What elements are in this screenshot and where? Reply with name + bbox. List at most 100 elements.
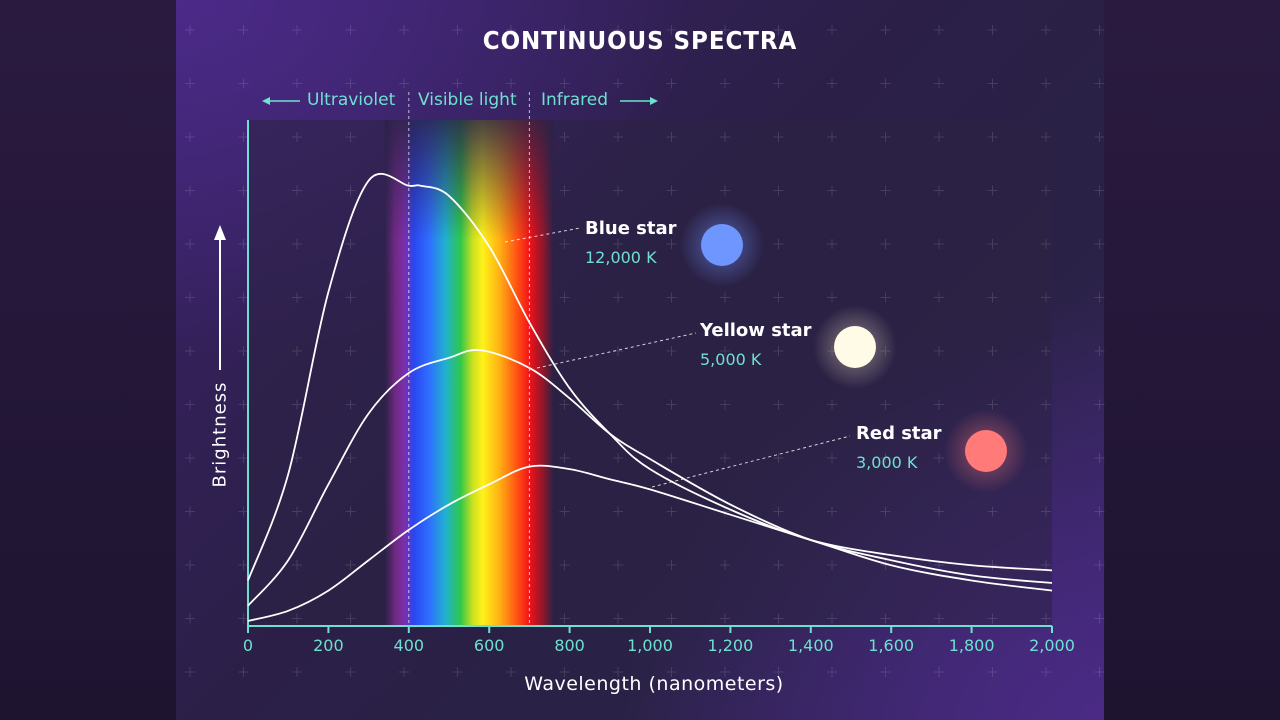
plus-mark: [987, 506, 998, 517]
plus-mark: [613, 667, 623, 677]
plus-mark: [1041, 78, 1051, 89]
plus-mark: [1094, 132, 1105, 142]
x-tick-label: 200: [313, 636, 344, 655]
plus-mark: [666, 399, 677, 410]
plus-mark: [345, 25, 356, 35]
plus-mark: [773, 185, 784, 196]
plus-mark: [773, 667, 784, 677]
plus-mark: [720, 560, 730, 570]
plus-mark: [238, 25, 249, 35]
blue-star-icon: [701, 224, 743, 266]
chart-title: CONTINUOUS SPECTRA: [482, 26, 798, 55]
plus-mark: [452, 78, 463, 89]
plus-mark: [934, 613, 944, 624]
plus-mark: [399, 78, 409, 89]
plus-mark: [720, 292, 730, 303]
plus-mark: [934, 506, 944, 517]
plus-mark: [827, 667, 837, 677]
plus-mark: [613, 560, 623, 570]
plus-mark: [1041, 613, 1051, 624]
plus-mark: [880, 453, 891, 463]
plus-mark: [987, 25, 998, 35]
plus-mark: [1041, 185, 1051, 196]
plus-mark: [238, 132, 249, 142]
plus-mark: [934, 346, 944, 356]
plus-mark: [559, 25, 570, 35]
plus-mark: [238, 399, 249, 410]
yellow-star-curve: [247, 349, 1053, 607]
right-margin: [1104, 0, 1280, 720]
plus-mark: [880, 132, 891, 142]
plus-mark: [399, 667, 409, 677]
series-curves: [247, 173, 1053, 622]
yellow-star-temperature: 5,000 K: [700, 350, 762, 369]
plus-mark: [1094, 453, 1105, 463]
plus-mark: [773, 25, 784, 35]
plus-mark: [934, 399, 944, 410]
plus-mark: [827, 78, 837, 89]
plus-mark: [666, 25, 677, 35]
plus-mark: [238, 292, 249, 303]
red-star-curve: [247, 464, 1053, 622]
plus-mark: [613, 613, 623, 624]
plus-mark: [1094, 613, 1105, 624]
plus-mark: [827, 506, 837, 517]
plus-mark: [934, 292, 944, 303]
plus-mark: [185, 560, 195, 570]
plus-mark: [292, 25, 302, 35]
plus-mark: [559, 239, 570, 249]
plus-mark: [506, 25, 516, 35]
plus-mark: [880, 613, 891, 624]
plus-mark: [613, 506, 623, 517]
plus-mark: [559, 292, 570, 303]
plus-mark: [827, 185, 837, 196]
plus-mark: [238, 78, 249, 89]
plus-mark: [292, 613, 302, 624]
red-star-label: Red star: [856, 423, 942, 444]
x-tick-label: 400: [393, 636, 425, 655]
band-arrows: [262, 97, 658, 105]
plus-mark: [987, 346, 998, 356]
plus-mark: [345, 667, 356, 677]
plus-mark: [345, 185, 356, 196]
plus-mark: [1041, 667, 1051, 677]
plus-mark: [238, 613, 249, 624]
plus-mark: [292, 132, 302, 142]
plus-mark: [987, 185, 998, 196]
plus-mark: [185, 506, 195, 517]
plus-mark: [987, 292, 998, 303]
plus-mark: [185, 292, 195, 303]
plus-mark: [613, 78, 623, 89]
plus-mark: [987, 78, 998, 89]
axes: [214, 120, 1053, 633]
band-dividers: [408, 92, 530, 626]
plus-mark: [666, 667, 677, 677]
plus-mark: [345, 613, 356, 624]
plus-mark: [452, 667, 463, 677]
plus-mark: [1041, 25, 1051, 35]
plus-mark: [559, 453, 570, 463]
plus-mark: [345, 132, 356, 142]
star-icons: [680, 203, 1028, 493]
plus-mark: [506, 667, 516, 677]
red-star-leader: [651, 435, 851, 488]
plus-mark: [613, 399, 623, 410]
plus-mark: [934, 185, 944, 196]
x-tick-label: 1,000: [627, 636, 673, 655]
plus-mark: [880, 239, 891, 249]
plus-mark: [345, 78, 356, 89]
plus-mark: [292, 453, 302, 463]
plus-mark: [720, 613, 730, 624]
plus-mark: [185, 78, 195, 89]
plus-mark: [345, 453, 356, 463]
plus-mark: [238, 453, 249, 463]
plus-mark: [1094, 399, 1105, 410]
ultraviolet-label: Ultraviolet: [307, 90, 396, 110]
plus-mark: [666, 292, 677, 303]
plus-mark: [827, 560, 837, 570]
plus-mark: [1094, 667, 1105, 677]
left-margin: [0, 0, 176, 720]
plus-mark: [773, 346, 784, 356]
plus-mark: [399, 25, 409, 35]
plus-mark: [1041, 239, 1051, 249]
